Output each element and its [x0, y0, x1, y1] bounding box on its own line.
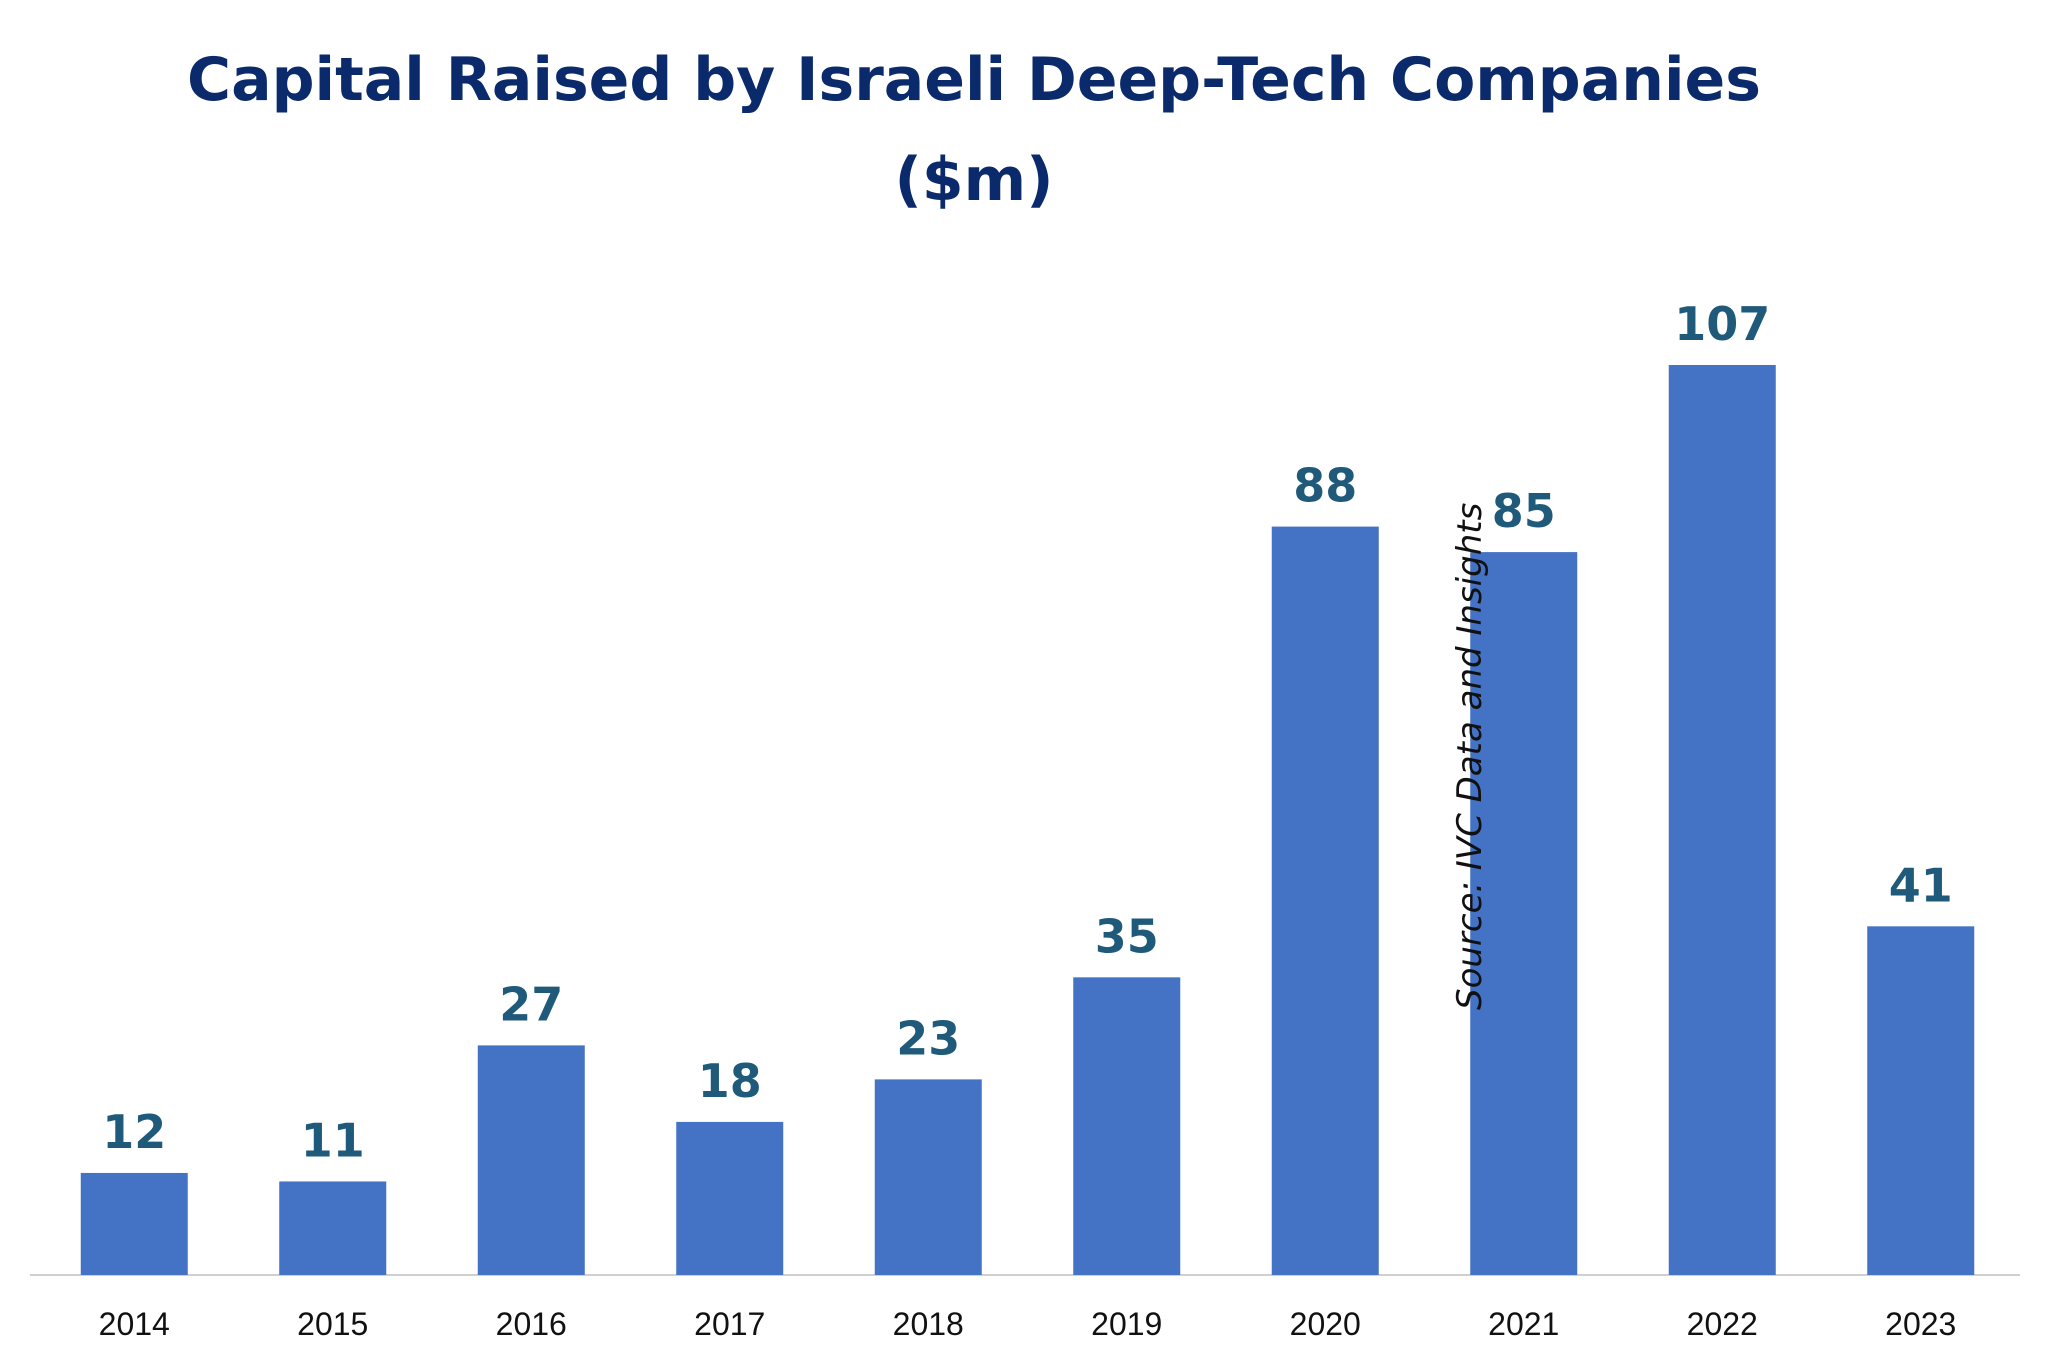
bar-2015 — [279, 1181, 387, 1275]
x-tick-label-2015: 2015 — [297, 1306, 368, 1342]
bar-2017 — [676, 1121, 784, 1275]
bar-2023 — [1867, 926, 1975, 1275]
x-tick-label-2019: 2019 — [1091, 1306, 1162, 1342]
bar-2022 — [1668, 365, 1776, 1275]
data-label-2022: 107 — [1674, 297, 1770, 351]
chart-title: Capital Raised by Israeli Deep-Tech Comp… — [187, 45, 1761, 115]
x-tick-label-2022: 2022 — [1687, 1306, 1758, 1342]
x-tick-label-2021: 2021 — [1488, 1306, 1559, 1342]
data-label-2020: 88 — [1293, 459, 1357, 513]
bar-2014 — [80, 1172, 188, 1275]
data-label-2019: 35 — [1095, 909, 1159, 963]
data-label-2021: 85 — [1492, 484, 1556, 538]
x-tick-label-2020: 2020 — [1290, 1306, 1361, 1342]
data-label-2016: 27 — [499, 977, 563, 1031]
chart-subtitle: ($m) — [894, 145, 1054, 215]
data-label-2018: 23 — [896, 1011, 960, 1065]
bar-2020 — [1271, 526, 1379, 1275]
bar-2016 — [477, 1045, 585, 1275]
data-label-2023: 41 — [1889, 858, 1953, 912]
x-tick-label-2016: 2016 — [496, 1306, 567, 1342]
x-tick-label-2014: 2014 — [99, 1306, 170, 1342]
x-tick-label-2017: 2017 — [694, 1306, 765, 1342]
x-tick-label-2018: 2018 — [893, 1306, 964, 1342]
data-label-2015: 11 — [301, 1113, 365, 1167]
bar-2018 — [874, 1079, 982, 1275]
data-label-2017: 18 — [698, 1054, 762, 1108]
source-annotation: Source: IVC Data and Insights — [1450, 502, 1490, 1010]
data-label-2014: 12 — [102, 1105, 166, 1159]
chart-title-block: Capital Raised by Israeli Deep-Tech Comp… — [0, 30, 1948, 230]
bar-2021 — [1470, 552, 1578, 1275]
bar-2019 — [1073, 977, 1181, 1275]
x-tick-label-2023: 2023 — [1885, 1306, 1956, 1342]
